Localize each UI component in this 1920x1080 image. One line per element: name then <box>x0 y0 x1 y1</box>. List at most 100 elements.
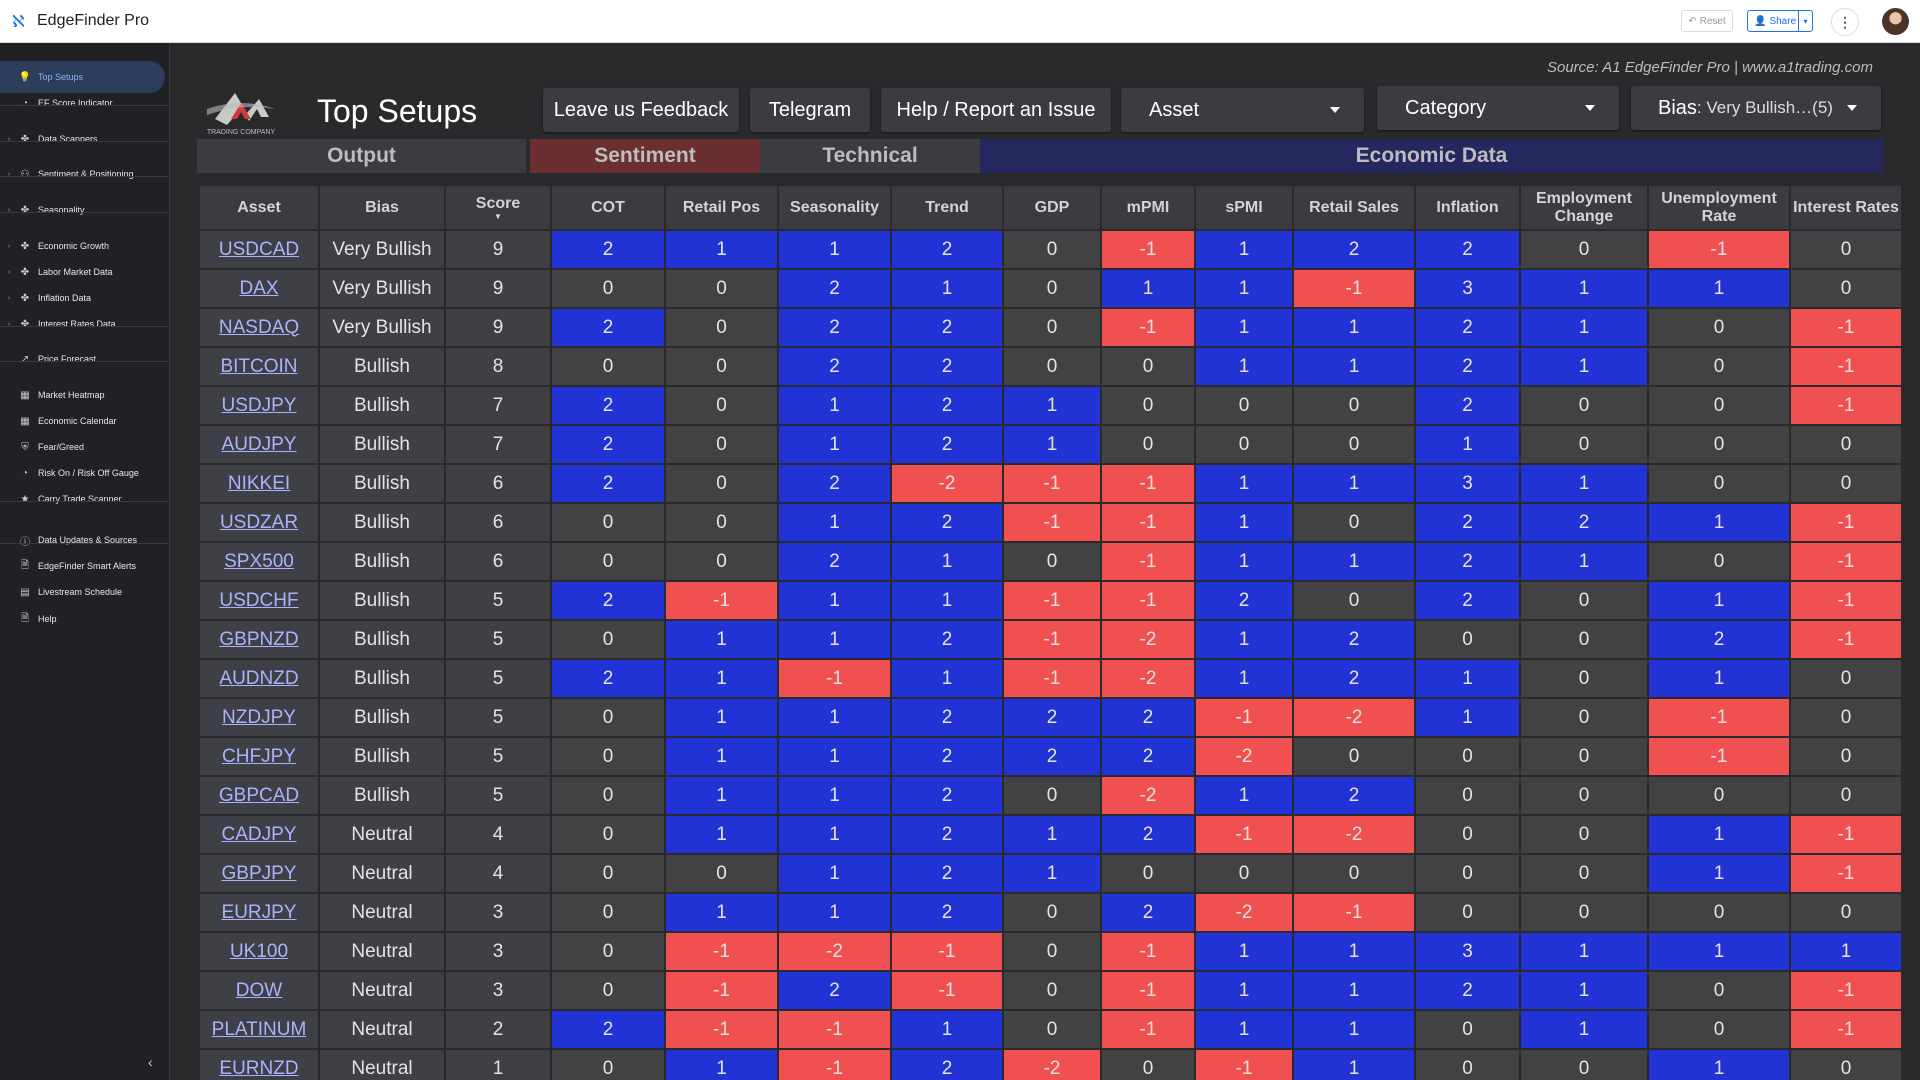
chevron-right-icon[interactable]: › <box>8 135 11 143</box>
asset-cell[interactable]: AUDJPY <box>198 424 320 465</box>
feedback-button[interactable]: Leave us Feedback <box>543 88 739 132</box>
asset-cell[interactable]: NASDAQ <box>198 307 320 348</box>
asset-link[interactable]: UK100 <box>229 940 289 962</box>
sidebar-item-price-forecast[interactable]: ↗ Price Forecast <box>0 343 170 375</box>
sidebar-item-risk-on-risk-off-gauge[interactable]: ◔ Risk On / Risk Off Gauge <box>0 457 170 489</box>
asset-cell[interactable]: UK100 <box>198 931 320 972</box>
chevron-right-icon[interactable]: › <box>8 268 11 276</box>
asset-link[interactable]: AUDJPY <box>221 433 297 455</box>
asset-cell[interactable]: CHFJPY <box>198 736 320 777</box>
asset-link[interactable]: PLATINUM <box>211 1018 307 1040</box>
chevron-right-icon[interactable]: › <box>8 170 11 178</box>
avatar[interactable] <box>1882 8 1909 35</box>
column-header[interactable]: COT <box>550 184 666 231</box>
share-dropdown-icon[interactable]: ▾ <box>1798 11 1812 31</box>
column-header[interactable]: mPMI <box>1100 184 1196 231</box>
asset-link[interactable]: EURNZD <box>219 1057 299 1079</box>
asset-cell[interactable]: USDCHF <box>198 580 320 621</box>
bias-filter[interactable]: Bias: Very Bullish…(5) <box>1631 86 1881 130</box>
column-header[interactable]: Employment Change <box>1519 184 1649 231</box>
asset-cell[interactable]: PLATINUM <box>198 1009 320 1050</box>
asset-cell[interactable]: DOW <box>198 970 320 1011</box>
column-header[interactable]: Retail Pos <box>664 184 779 231</box>
sidebar-item-carry-trade-scanner[interactable]: ★ Carry Trade Scanner <box>0 483 170 515</box>
column-header[interactable]: sPMI <box>1194 184 1294 231</box>
chevron-right-icon[interactable]: › <box>8 242 11 250</box>
sidebar-item-labor-market-data[interactable]: › ✤ Labor Market Data <box>0 256 170 288</box>
asset-cell[interactable]: USDCAD <box>198 229 320 270</box>
telegram-button[interactable]: Telegram <box>750 88 870 132</box>
asset-link[interactable]: USDCHF <box>219 589 299 611</box>
sidebar-item-data-scanners[interactable]: › ✤ Data Scanners <box>0 123 170 155</box>
sidebar-item-top-setups[interactable]: 💡 Top Setups <box>0 61 165 93</box>
sidebar-item-market-heatmap[interactable]: ▦ Market Heatmap <box>0 379 170 411</box>
asset-link[interactable]: GBPJPY <box>221 862 297 884</box>
sidebar-item-edgefinder-smart-alerts[interactable]: 🗎 EdgeFinder Smart Alerts <box>0 550 170 582</box>
column-header[interactable]: Score ▼ <box>444 184 552 231</box>
asset-cell[interactable]: EURNZD <box>198 1048 320 1080</box>
share-button[interactable]: 👤 Share ▾ <box>1747 10 1813 32</box>
chevron-right-icon[interactable]: › <box>8 294 11 302</box>
sidebar-item-economic-calendar[interactable]: ▦ Economic Calendar <box>0 405 170 437</box>
column-header[interactable]: GDP <box>1002 184 1102 231</box>
sidebar-item-inflation-data[interactable]: › ✤ Inflation Data <box>0 282 170 314</box>
asset-link[interactable]: CADJPY <box>221 823 297 845</box>
asset-cell[interactable]: GBPCAD <box>198 775 320 816</box>
asset-cell[interactable]: SPX500 <box>198 541 320 582</box>
asset-cell[interactable]: USDJPY <box>198 385 320 426</box>
chevron-right-icon[interactable]: › <box>8 206 11 214</box>
reset-button[interactable]: ↶ Reset <box>1681 10 1733 32</box>
asset-link[interactable]: GBPNZD <box>219 628 299 650</box>
company-logo: TRADING COMPANY <box>207 93 275 136</box>
asset-cell[interactable]: USDZAR <box>198 502 320 543</box>
asset-cell[interactable]: GBPJPY <box>198 853 320 894</box>
asset-link[interactable]: CHFJPY <box>222 745 296 767</box>
chevron-right-icon[interactable]: › <box>8 320 11 328</box>
sidebar-item-economic-growth[interactable]: › ✤ Economic Growth <box>0 230 170 262</box>
asset-link[interactable]: USDZAR <box>219 511 299 533</box>
sidebar-item-seasonality[interactable]: › ✤ Seasonality <box>0 194 170 226</box>
asset-link[interactable]: NASDAQ <box>218 316 300 338</box>
sidebar-item-fear-greed[interactable]: ⛨ Fear/Greed <box>0 431 170 463</box>
sort-desc-icon[interactable]: ▼ <box>494 211 502 221</box>
asset-link[interactable]: DOW <box>235 979 283 1001</box>
asset-cell[interactable]: DAX <box>198 268 320 309</box>
asset-link[interactable]: USDCAD <box>218 238 300 260</box>
sidebar-item-interest-rates-data[interactable]: › ✤ Interest Rates Data <box>0 308 170 340</box>
sidebar-item-sentiment-positioning[interactable]: › ⚇ Sentiment & Positioning <box>0 158 170 190</box>
column-header[interactable]: Bias <box>318 184 446 231</box>
sidebar-item-ef-score-indicator[interactable]: ◔ EF Score Indicator <box>0 87 170 119</box>
category-filter[interactable]: Category <box>1377 86 1619 130</box>
asset-link[interactable]: EURJPY <box>221 901 297 923</box>
asset-link[interactable]: AUDNZD <box>219 667 299 689</box>
sidebar-item-livestream-schedule[interactable]: ▤ Livestream Schedule <box>0 576 170 608</box>
help-button[interactable]: Help / Report an Issue <box>881 88 1111 132</box>
asset-link[interactable]: USDJPY <box>221 394 297 416</box>
column-header[interactable]: Seasonality <box>777 184 892 231</box>
column-header[interactable]: Inflation <box>1414 184 1521 231</box>
asset-link[interactable]: BITCOIN <box>220 355 298 377</box>
asset-link[interactable]: NIKKEI <box>227 472 291 494</box>
asset-cell[interactable]: AUDNZD <box>198 658 320 699</box>
column-header[interactable]: Interest Rates <box>1789 184 1903 231</box>
asset-cell[interactable]: GBPNZD <box>198 619 320 660</box>
asset-cell[interactable]: NIKKEI <box>198 463 320 504</box>
asset-link[interactable]: SPX500 <box>224 550 294 572</box>
collapse-sidebar-icon[interactable]: ‹ <box>148 1054 153 1070</box>
column-header[interactable]: Retail Sales <box>1292 184 1416 231</box>
column-header[interactable]: Asset <box>198 184 320 231</box>
column-header[interactable]: Unemployment Rate <box>1647 184 1791 231</box>
asset-link[interactable]: DAX <box>239 277 279 299</box>
asset-filter[interactable]: Asset <box>1121 88 1364 132</box>
asset-cell[interactable]: CADJPY <box>198 814 320 855</box>
sidebar-item-data-updates-sources[interactable]: ⓘ Data Updates & Sources <box>0 524 170 556</box>
asset-cell[interactable]: EURJPY <box>198 892 320 933</box>
asset-cell[interactable]: BITCOIN <box>198 346 320 387</box>
sidebar-item-help[interactable]: 🗎 Help <box>0 603 170 635</box>
asset-cell[interactable]: NZDJPY <box>198 697 320 738</box>
asset-link[interactable]: GBPCAD <box>218 784 300 806</box>
column-header[interactable]: Trend <box>890 184 1004 231</box>
value-cell: 0 <box>1292 502 1416 543</box>
more-options-icon[interactable]: ⋮ <box>1831 8 1859 36</box>
asset-link[interactable]: NZDJPY <box>222 706 296 728</box>
